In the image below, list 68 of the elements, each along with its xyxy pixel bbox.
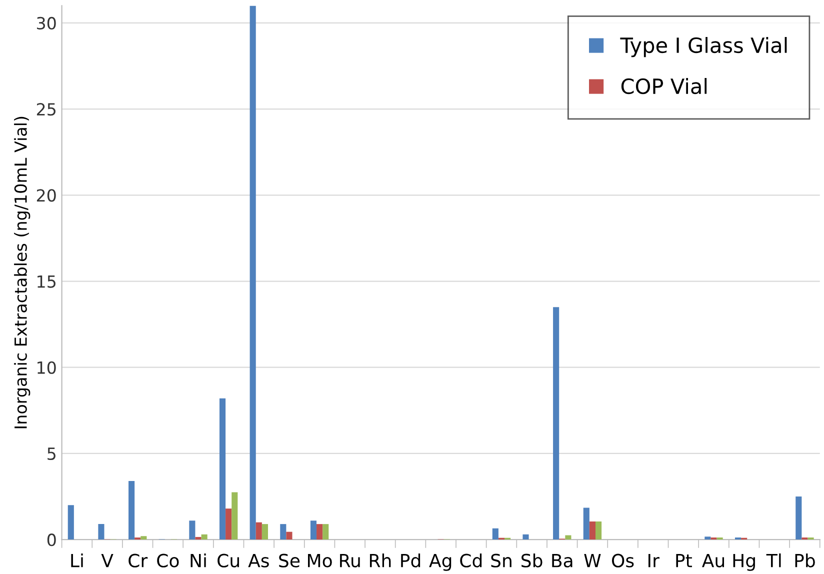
- x-tick-label: Rh: [370, 553, 391, 568]
- y-tick-label: 10: [38, 361, 56, 374]
- y-tick-label: 30: [37, 16, 56, 30]
- bar: [232, 492, 238, 540]
- x-tick-label: Ir: [648, 554, 660, 568]
- y-tick-label: 15: [38, 275, 56, 288]
- x-tick-label: Hg: [733, 554, 755, 571]
- bar: [716, 537, 723, 540]
- bar: [710, 537, 717, 540]
- bar: [134, 537, 141, 540]
- bar: [316, 524, 323, 540]
- x-tick-label: W: [584, 554, 601, 568]
- x-tick-label: Os: [612, 554, 634, 568]
- bar: [195, 536, 202, 540]
- bar: [322, 524, 329, 540]
- bar: [68, 505, 74, 540]
- legend-label: COP Vial: [621, 78, 707, 94]
- x-tick-label: Ag: [429, 554, 452, 571]
- x-tick-label: Ba: [552, 554, 572, 568]
- bar: [128, 481, 135, 540]
- y-axis-title: Inorganic Extractables (ng/10mL Vial): [14, 116, 30, 428]
- x-tick-label: Se: [279, 554, 300, 568]
- bar: [553, 307, 560, 540]
- bar: [226, 508, 232, 540]
- bar: [492, 528, 498, 540]
- bar: [280, 524, 286, 540]
- x-tick-label: Pb: [795, 553, 815, 568]
- x-tick-label: Au: [702, 554, 724, 568]
- x-tick-label: Li: [71, 553, 83, 568]
- y-tick-label: 0: [47, 534, 56, 546]
- bar: [734, 537, 742, 540]
- bar: [808, 537, 814, 540]
- bar: [189, 520, 196, 540]
- x-tick-label: Pt: [676, 554, 692, 568]
- x-tick-label: Tl: [766, 553, 781, 568]
- x-tick-label: As: [248, 554, 269, 568]
- x-tick-label: Cd: [460, 553, 482, 568]
- bar: [565, 535, 572, 540]
- x-tick-label: Pd: [401, 553, 420, 568]
- bar: [310, 520, 317, 540]
- x-tick-label: Sb: [522, 553, 542, 568]
- bar: [583, 508, 590, 540]
- y-tick-label: 5: [48, 448, 56, 460]
- bar: [262, 524, 268, 540]
- x-tick-label: Co: [157, 554, 179, 568]
- bar: [704, 536, 711, 540]
- legend-label: Type Ⅰ Glass Vial: [620, 36, 787, 58]
- x-tick-label: Ru: [340, 554, 360, 568]
- bar: [286, 532, 292, 540]
- bar: [219, 398, 226, 540]
- bar: [201, 534, 208, 540]
- bar: [140, 536, 147, 540]
- bar: [522, 534, 529, 540]
- bar: [256, 522, 262, 540]
- x-tick-label: Cr: [128, 554, 148, 568]
- y-tick-label: 25: [36, 103, 56, 116]
- x-tick-label: Mo: [308, 554, 332, 568]
- x-tick-label: Sn: [491, 554, 512, 568]
- x-tick-label: Cu: [218, 554, 239, 568]
- x-tick-label: Ni: [190, 553, 206, 568]
- x-tick-label: V: [101, 554, 114, 568]
- bar: [98, 524, 104, 540]
- bar: [589, 521, 596, 540]
- bar: [595, 521, 602, 540]
- bar: [250, 6, 256, 540]
- bar: [802, 537, 808, 540]
- y-tick-label: 20: [36, 189, 56, 202]
- bar: [796, 496, 802, 540]
